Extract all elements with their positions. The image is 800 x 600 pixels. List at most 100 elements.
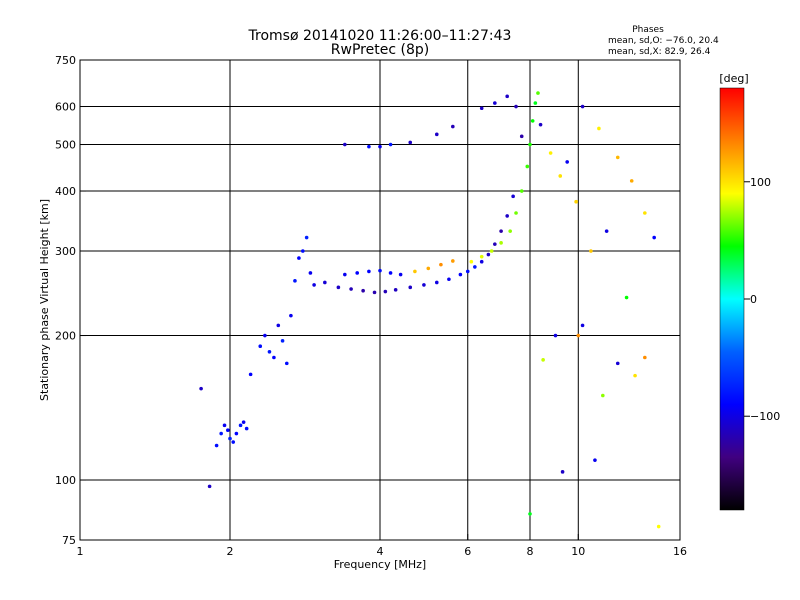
- y-tick-label: 400: [55, 185, 76, 198]
- chart-title: Tromsø 20141020 11:26:00–11:27:43: [248, 28, 512, 44]
- data-point: [525, 164, 530, 169]
- data-point: [589, 249, 593, 253]
- data-point: [388, 142, 393, 147]
- data-point: [508, 229, 512, 233]
- data-point: [276, 323, 281, 328]
- data-point: [601, 393, 605, 398]
- data-point: [565, 160, 569, 164]
- data-point: [528, 512, 532, 516]
- grid-lines: [80, 60, 680, 540]
- data-point: [530, 119, 535, 123]
- data-point: [426, 266, 431, 271]
- data-point: [343, 142, 347, 147]
- data-point: [312, 283, 316, 287]
- data-point: [451, 124, 455, 129]
- data-point: [349, 287, 353, 291]
- data-point: [293, 279, 297, 283]
- data-point: [219, 431, 223, 436]
- data-point: [479, 254, 484, 259]
- data-point: [393, 288, 398, 292]
- data-point: [228, 436, 232, 441]
- data-point: [244, 426, 249, 431]
- data-point: [361, 288, 365, 293]
- data-point: [241, 420, 246, 424]
- data-point: [514, 104, 518, 109]
- data-point: [267, 349, 272, 354]
- data-point: [615, 361, 620, 366]
- data-point: [541, 358, 545, 362]
- phases-heading: Phases: [632, 25, 664, 35]
- y-axis-label: Stationary phase Virtual Height [km]: [38, 199, 51, 401]
- y-tick-label: 750: [55, 54, 76, 67]
- data-point: [398, 272, 403, 277]
- data-point: [214, 443, 219, 448]
- data-point: [499, 241, 503, 245]
- data-point: [629, 179, 634, 183]
- data-point: [643, 211, 647, 215]
- phases-o-stats: mean, sd,O: −76.0, 20.4: [608, 36, 719, 46]
- data-point: [548, 151, 553, 155]
- y-tick-label: 300: [55, 245, 76, 258]
- y-tick-label: 500: [55, 139, 76, 152]
- data-point: [604, 229, 609, 233]
- data-point: [505, 94, 509, 99]
- data-point: [231, 440, 236, 444]
- data-points: [199, 91, 661, 529]
- data-point: [479, 259, 484, 264]
- data-point: [538, 122, 543, 127]
- data-point: [238, 423, 243, 428]
- data-point: [643, 355, 647, 360]
- data-point: [633, 373, 637, 378]
- data-point: [434, 280, 439, 285]
- data-point: [301, 249, 305, 253]
- colorbar-tick-label: −100: [750, 410, 780, 423]
- data-point: [388, 271, 393, 275]
- colorbar: [719, 87, 745, 511]
- data-point: [378, 268, 382, 273]
- data-point: [560, 470, 565, 474]
- data-point: [226, 428, 230, 433]
- data-point: [263, 333, 267, 338]
- data-point: [343, 272, 347, 277]
- data-point: [519, 134, 524, 139]
- data-point: [519, 189, 524, 193]
- data-point: [413, 269, 417, 274]
- data-point: [258, 344, 263, 349]
- data-point: [580, 104, 585, 109]
- x-tick-label: 1: [77, 545, 84, 558]
- data-point: [580, 323, 585, 328]
- colorbar-tick-label: 100: [750, 176, 771, 189]
- x-tick-label: 6: [464, 545, 471, 558]
- data-point: [439, 262, 443, 267]
- data-point: [297, 256, 301, 260]
- x-axis-label: Frequency [MHz]: [334, 558, 426, 571]
- data-point: [479, 106, 484, 111]
- data-point: [367, 269, 371, 274]
- data-point: [451, 259, 455, 263]
- data-point: [383, 289, 388, 294]
- x-tick-label: 16: [673, 545, 687, 558]
- data-point: [280, 339, 285, 343]
- data-point: [574, 199, 578, 204]
- data-point: [199, 386, 203, 391]
- y-tick-label: 600: [55, 101, 76, 114]
- colorbar-label: [deg]: [719, 72, 748, 85]
- colorbar-ticks: 100 0 −100: [744, 176, 780, 423]
- data-point: [505, 214, 509, 218]
- data-point: [511, 194, 515, 199]
- data-point: [553, 333, 558, 338]
- phases-x-stats: mean, sd,X: 82.9, 26.4: [608, 47, 711, 57]
- x-axis: 1 2 4 6 8 10 16: [77, 534, 687, 558]
- data-point: [447, 277, 451, 282]
- data-point: [514, 211, 518, 215]
- data-point: [248, 372, 253, 377]
- data-point: [473, 265, 477, 269]
- data-point: [489, 249, 494, 253]
- data-point: [434, 132, 439, 137]
- data-point: [207, 484, 212, 489]
- data-point: [408, 140, 413, 145]
- data-point: [289, 313, 293, 318]
- data-point: [597, 126, 601, 131]
- x-tick-label: 10: [571, 545, 585, 558]
